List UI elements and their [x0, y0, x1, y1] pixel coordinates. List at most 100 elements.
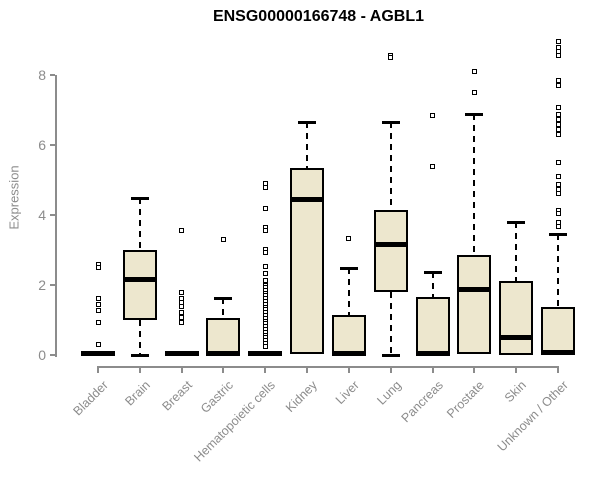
y-tick [50, 144, 55, 146]
whisker-cap [423, 271, 442, 275]
outlier-point [555, 112, 561, 118]
whisker-line [473, 113, 476, 255]
outlier-point [262, 205, 268, 211]
whisker-line [557, 233, 560, 307]
median-line [415, 350, 450, 356]
x-tick [431, 368, 434, 373]
outlier-point [555, 122, 561, 128]
whisker-line [222, 298, 225, 319]
whisker-line [515, 222, 518, 281]
outlier-point [555, 105, 561, 111]
x-category-label: Brain [122, 378, 153, 409]
outlier-point [555, 77, 561, 83]
outlier-point [220, 237, 226, 242]
outlier-point [555, 190, 561, 196]
boxplot-box [290, 168, 325, 354]
outlier-point [555, 83, 561, 88]
x-tick [389, 368, 392, 373]
outlier-point [95, 320, 101, 326]
x-category-label: Pancreas [398, 378, 446, 426]
outlier-point [430, 164, 436, 170]
median-line [290, 197, 325, 203]
whisker-line [138, 197, 141, 250]
whisker-cap [549, 232, 568, 236]
x-tick [97, 368, 99, 373]
outlier-point [388, 55, 394, 60]
whisker-line [306, 122, 309, 169]
x-category-label: Liver [332, 378, 362, 408]
x-tick [557, 368, 560, 373]
x-tick [180, 368, 183, 373]
outlier-point [179, 304, 185, 310]
median-line [457, 287, 492, 293]
whisker-line [389, 121, 392, 211]
whisker-line [431, 272, 434, 297]
outlier-point [95, 342, 101, 347]
x-category-label: Skin [501, 378, 530, 406]
outlier-point [95, 308, 101, 314]
whisker-cap [465, 112, 484, 116]
outlier-point [555, 52, 561, 58]
outlier-point [346, 235, 352, 241]
whisker-cap [130, 196, 149, 200]
x-category-label: Hematopoietic cells [191, 378, 279, 465]
whisker-cap [214, 297, 233, 301]
outlier-point [179, 314, 185, 320]
outlier-point [179, 227, 185, 233]
whisker-cap [381, 120, 400, 124]
boxplot-box [541, 306, 576, 355]
outlier-point [262, 228, 268, 234]
outlier-point [179, 319, 185, 325]
y-tick [50, 214, 55, 216]
boxplot-box [415, 296, 450, 355]
outlier-point [179, 289, 185, 295]
median-line [248, 351, 283, 357]
chart-title: ENSG00000166748 - AGBL1 [212, 8, 425, 25]
outlier-point [555, 126, 561, 132]
y-tick-label: 8 [38, 67, 46, 83]
median-line [499, 335, 534, 340]
x-category-label: Breast [159, 378, 195, 414]
outlier-point [555, 160, 561, 165]
outlier-point [471, 69, 477, 74]
outlier-point [555, 174, 561, 179]
median-line [122, 277, 157, 283]
y-tick [50, 354, 55, 356]
x-tick [222, 368, 225, 373]
x-tick [473, 368, 476, 373]
x-tick [515, 368, 518, 373]
x-tick [347, 368, 350, 373]
whisker-cap [298, 121, 317, 125]
outlier-point [555, 182, 561, 188]
outlier-point [262, 343, 268, 349]
boxplot-box [331, 315, 366, 355]
boxplot-box [122, 250, 157, 320]
outlier-point [555, 39, 561, 45]
y-tick-label: 6 [38, 137, 46, 153]
whisker-cap [339, 267, 358, 271]
boxplot-box [206, 318, 241, 355]
outlier-point [430, 112, 436, 118]
outlier-point [95, 295, 101, 301]
whisker-line [347, 268, 350, 316]
outlier-point [262, 277, 268, 283]
median-line [541, 350, 576, 356]
boxplot-box [373, 210, 408, 292]
median-line [206, 350, 241, 356]
outlier-point [555, 211, 561, 217]
outlier-point [262, 184, 268, 190]
whisker-line [138, 320, 141, 355]
outlier-point [179, 309, 185, 315]
x-category-label: Prostate [444, 378, 488, 421]
outlier-point [95, 265, 101, 271]
boxplot-box [499, 280, 534, 355]
y-axis-line [55, 75, 57, 357]
median-line [164, 351, 199, 357]
y-tick-label: 0 [38, 347, 46, 363]
whisker-line [389, 291, 392, 355]
median-line [373, 241, 408, 247]
outlier-point [471, 90, 477, 95]
y-tick [50, 284, 55, 286]
